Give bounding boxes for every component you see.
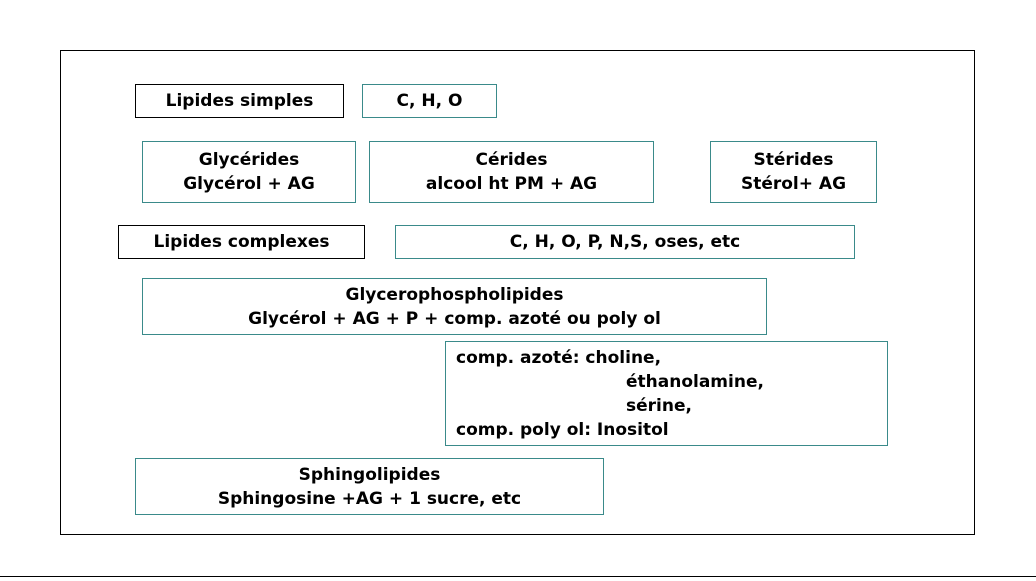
sterides-title: Stérides	[753, 150, 834, 170]
cerides-title: Cérides	[475, 150, 548, 170]
compose-azote-label: comp. azoté: choline,	[456, 347, 662, 368]
cerides-composition: alcool ht PM + AG	[425, 174, 598, 194]
glycerophospholipides-composition: Glycérol + AG + P + comp. azoté ou poly …	[248, 308, 661, 329]
sphingolipides-composition: Sphingosine +AG + 1 sucre, etc	[217, 488, 522, 509]
diagram-frame	[60, 50, 975, 535]
glycerides-title: Glycérides	[198, 150, 300, 170]
compose-poly-ol: comp. poly ol: Inositol	[456, 419, 669, 440]
compose-azote-serine: sérine,	[626, 395, 692, 416]
lipides-simples-elements-box: C, H, O	[362, 84, 497, 118]
lipides-complexes-box: Lipides complexes	[118, 225, 365, 259]
glycerophospholipides-box: Glycerophospholipides Glycérol + AG + P …	[142, 278, 767, 335]
lipides-complexes-label: Lipides complexes	[153, 232, 330, 252]
lipides-complexes-elements-box: C, H, O, P, N,S, oses, etc	[395, 225, 855, 259]
glycerides-composition: Glycérol + AG	[183, 174, 315, 194]
sterides-box: Stérides Stérol+ AG	[710, 141, 877, 203]
sphingolipides-box: Sphingolipides Sphingosine +AG + 1 sucre…	[135, 458, 604, 515]
lipides-simples-elements: C, H, O	[396, 91, 463, 111]
sphingolipides-title: Sphingolipides	[298, 464, 441, 485]
lipides-simples-box: Lipides simples	[135, 84, 344, 118]
lipides-simples-label: Lipides simples	[165, 91, 314, 111]
compose-azote-ethanolamine: éthanolamine,	[626, 371, 764, 392]
glycerides-box: Glycérides Glycérol + AG	[142, 141, 356, 203]
cerides-box: Cérides alcool ht PM + AG	[369, 141, 654, 203]
sterides-composition: Stérol+ AG	[740, 174, 847, 194]
lipides-complexes-elements: C, H, O, P, N,S, oses, etc	[509, 232, 741, 252]
glycerophospholipides-title: Glycerophospholipides	[345, 284, 564, 305]
composes-box: comp. azoté: choline, éthanolamine, séri…	[445, 341, 888, 446]
bottom-divider	[0, 576, 1036, 577]
